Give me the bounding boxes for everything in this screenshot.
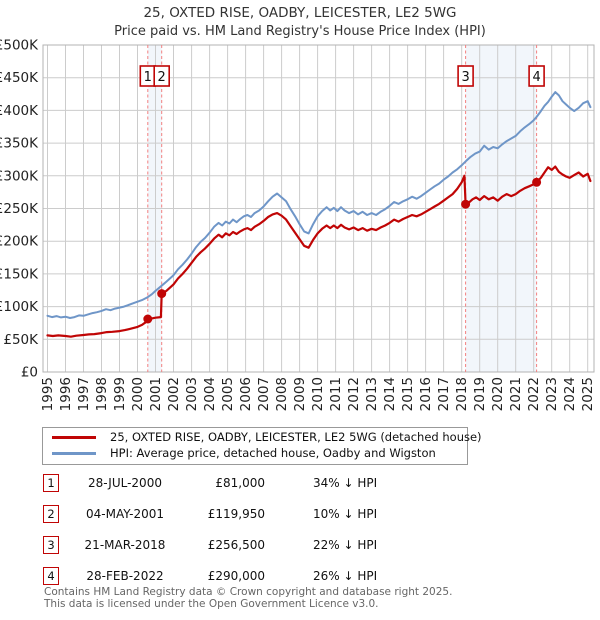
x-tick-label: 2021: [508, 377, 524, 411]
sale-price: £256,500: [207, 538, 265, 552]
sale-vs-hpi: 34% ↓ HPI: [313, 476, 378, 490]
sale-date: 04-MAY-2001: [85, 507, 164, 521]
x-tick-label: 2003: [184, 377, 200, 411]
x-tick-label: 2012: [346, 377, 362, 411]
legend-row-price-paid: 25, OXTED RISE, OADBY, LEICESTER, LE2 5W…: [43, 429, 482, 445]
hpi-line-sample: [52, 451, 96, 455]
y-tick-label: £350K: [0, 136, 39, 152]
x-tick-label: 2008: [274, 377, 290, 411]
x-tick-label: 2015: [400, 377, 416, 411]
price-history-chart: 12 3 4 £0 £50K £100K £150K £200K £250K £300K £350K…: [0, 38, 596, 412]
x-tick-label: 2019: [472, 377, 488, 411]
sale-price: £119,950: [207, 507, 265, 521]
sale-label-box-4: [528, 65, 545, 87]
y-tick-label: £50K: [3, 332, 39, 348]
x-tick-label: 2007: [256, 377, 272, 411]
x-tick-label: 2023: [544, 377, 560, 411]
sale-point-2: [157, 289, 167, 299]
x-tick-label: 2004: [202, 377, 218, 411]
x-tick-label: 2013: [364, 377, 380, 411]
y-tick-label: £200K: [0, 234, 39, 250]
price-paid-line-sample: [52, 435, 96, 439]
license-line-1: Contains HM Land Registry data © Crown c…: [44, 586, 453, 598]
sale-price: £81,000: [215, 476, 265, 490]
sale-marker-3: 3: [43, 536, 59, 554]
y-tick-label: £450K: [0, 70, 39, 86]
x-tick-label: 2014: [382, 377, 398, 411]
legend-row-hpi: HPI: Average price, detached house, Oadb…: [43, 445, 467, 461]
sale-vs-hpi: 22% ↓ HPI: [313, 538, 378, 552]
x-tick-label: 2010: [310, 377, 326, 411]
sale-vs-hpi: 26% ↓ HPI: [313, 569, 378, 583]
x-tick-label: 2009: [292, 377, 308, 411]
x-tick-label: 1998: [94, 377, 110, 411]
x-tick-label: 2020: [490, 377, 506, 411]
x-tick-label: 2016: [418, 377, 434, 411]
plot-border: [42, 44, 595, 373]
x-tick-label: 2006: [238, 377, 254, 411]
y-tick-label: £250K: [0, 201, 39, 217]
price-paid-line: [46, 165, 592, 338]
license-note: Contains HM Land Registry data © Crown c…: [44, 586, 584, 610]
x-tick-label: 2022: [526, 377, 542, 411]
x-tick-label: 1999: [112, 377, 128, 411]
x-tick-label: 1997: [76, 377, 92, 411]
y-tick-label: £150K: [0, 266, 39, 282]
sale-label-number-3: 3: [461, 70, 469, 85]
hpi-line: [46, 91, 592, 319]
x-tick-label: 2025: [580, 377, 596, 411]
sale-marker-1: 1: [43, 474, 59, 492]
page-title: 25, OXTED RISE, OADBY, LEICESTER, LE2 5W…: [143, 5, 457, 21]
x-tick-label: 2000: [130, 377, 146, 411]
legend-label-price-paid: 25, OXTED RISE, OADBY, LEICESTER, LE2 5W…: [110, 430, 482, 444]
x-tick-label: 2011: [328, 377, 344, 411]
x-tick-label: 2024: [562, 377, 578, 411]
sale-row-4: 4 28-FEB-2022 £290,000 26% ↓ HPI: [0, 567, 600, 587]
license-line-2: This data is licensed under the Open Gov…: [44, 597, 379, 610]
sale-label-box-3: [457, 65, 474, 87]
sale-point-3: [461, 199, 471, 209]
sale-row-2: 2 04-MAY-2001 £119,950 10% ↓ HPI: [0, 505, 600, 525]
legend-label-hpi: HPI: Average price, detached house, Oadb…: [110, 446, 436, 460]
sale-label-number-1: 1: [144, 70, 152, 85]
y-tick-label: £0: [21, 365, 38, 381]
y-tick-label: £100K: [0, 299, 39, 315]
sale-marker-2: 2: [43, 505, 59, 523]
sale-date: 28-JUL-2000: [88, 476, 162, 490]
sale-marker-4: 4: [43, 567, 59, 585]
x-tick-label: 1996: [58, 377, 74, 411]
y-tick-label: £500K: [0, 38, 39, 54]
sale-date: 28-FEB-2022: [86, 569, 164, 583]
sale-label-number-2: 2: [158, 70, 166, 85]
x-tick-label: 2001: [148, 377, 164, 411]
sale-point-1: [143, 314, 153, 324]
y-tick-label: £300K: [0, 168, 39, 184]
x-tick-label: 2005: [220, 377, 236, 411]
sale-row-3: 3 21-MAR-2018 £256,500 22% ↓ HPI: [0, 536, 600, 556]
sale-label-number-4: 4: [532, 70, 540, 85]
sale-row-1: 1 28-JUL-2000 £81,000 34% ↓ HPI: [0, 474, 600, 494]
y-tick-label: £400K: [0, 103, 39, 119]
legend: 25, OXTED RISE, OADBY, LEICESTER, LE2 5W…: [42, 427, 482, 465]
sale-label-box-2: [153, 65, 170, 87]
sale-point-4: [532, 177, 542, 187]
x-tick-label: 1995: [40, 377, 56, 411]
sale-price: £290,000: [207, 569, 265, 583]
sale-date: 21-MAR-2018: [84, 538, 166, 552]
x-tick-label: 2017: [436, 377, 452, 411]
x-tick-label: 2018: [454, 377, 470, 411]
sale-vs-hpi: 10% ↓ HPI: [313, 507, 378, 521]
page-subtitle: Price paid vs. HM Land Registry's House …: [114, 24, 486, 39]
x-tick-label: 2002: [166, 377, 182, 411]
